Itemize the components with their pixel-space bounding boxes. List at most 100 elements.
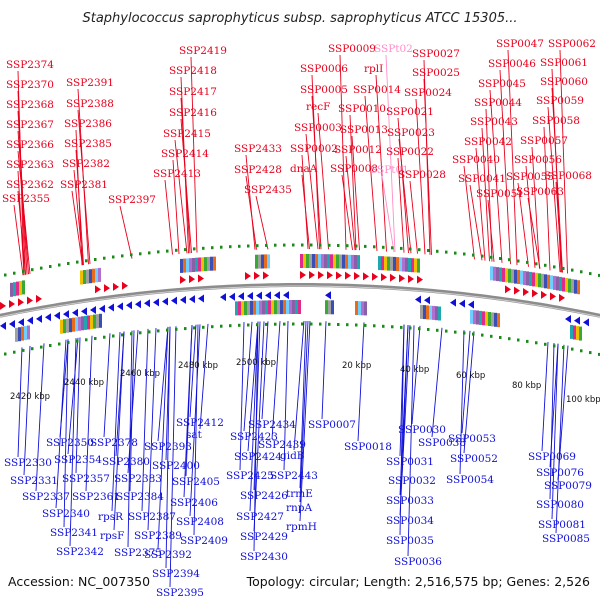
forward-band-segment (207, 256, 210, 271)
forward-band-segment (22, 280, 25, 295)
outer-tick (346, 244, 349, 248)
reverse-band-segment (27, 325, 30, 340)
outer-tick (184, 248, 187, 252)
forward-band-segment (318, 254, 321, 269)
reverse-band-segment (250, 300, 253, 315)
forward-gene-label: SSP2362 (6, 179, 54, 191)
outer-tick (328, 243, 331, 247)
reverse-gene-arrow (256, 291, 262, 300)
reverse-gene-arrow (9, 319, 15, 328)
reverse-gene-label: rpmH (286, 521, 317, 533)
forward-band-segment (490, 266, 493, 281)
reverse-gene-arrow (18, 318, 24, 327)
reverse-band-segment (423, 305, 426, 320)
reverse-gene-leader-line (103, 333, 111, 438)
inner-tick (175, 327, 178, 331)
forward-gene-leader-line (17, 190, 26, 275)
forward-band-segment (342, 254, 345, 269)
inner-tick (346, 323, 349, 327)
reverse-gene-leader-line (357, 322, 365, 442)
reverse-gene-leader-line (399, 325, 411, 516)
forward-gene-label: SSP0009 (328, 43, 376, 55)
reverse-gene-leader-line (541, 341, 549, 452)
outer-tick (13, 271, 16, 275)
inner-tick (508, 337, 511, 341)
inner-tick (130, 332, 133, 336)
reverse-gene-label: SSP2409 (180, 535, 228, 547)
forward-gene-arrow (198, 274, 204, 283)
forward-band-segment (556, 276, 559, 291)
reverse-band-segment (358, 301, 361, 316)
forward-gene-leader-line (527, 197, 541, 269)
scale-label: 2420 kbp (10, 392, 50, 402)
scale-label: 60 kbp (456, 371, 485, 381)
outer-tick (31, 268, 34, 272)
reverse-gene-leader-line (127, 329, 139, 474)
outer-tick (247, 244, 250, 248)
forward-band-segment (547, 274, 550, 289)
inner-tick (463, 331, 466, 335)
reverse-gene-label: SSP2426 (240, 490, 288, 502)
outer-tick (526, 260, 529, 264)
forward-band-segment (258, 254, 261, 269)
forward-band-segment (83, 270, 86, 284)
forward-gene-leader-line (71, 190, 83, 266)
reverse-gene-label: rpsF (100, 530, 124, 542)
reverse-band-segment (99, 313, 102, 328)
forward-gene-label: SSP2417 (169, 86, 217, 98)
reverse-gene-leader-line (283, 321, 289, 471)
inner-tick (121, 333, 124, 337)
reverse-gene-leader-line (189, 324, 197, 418)
reverse-gene-label: rnpA (286, 502, 313, 514)
forward-gene-label: SSP0058 (532, 115, 580, 127)
scale-label: 80 kbp (512, 381, 541, 391)
outer-tick (256, 244, 259, 248)
forward-gene-leader-line (77, 109, 91, 265)
reverse-band-segment (96, 314, 99, 329)
forward-gene-leader-line (75, 149, 84, 266)
reverse-band-segment (21, 326, 24, 341)
inner-tick (184, 327, 187, 331)
scale-label: 2500 kbp (236, 358, 276, 368)
reverse-band-segment (72, 317, 75, 332)
forward-gene-leader-line (375, 74, 387, 252)
reverse-gene-arrow (468, 300, 474, 309)
reverse-band-segment (63, 319, 66, 334)
inner-tick (301, 322, 304, 326)
forward-gene-label: SSP0057 (520, 135, 568, 147)
forward-gene-label: SSP2413 (153, 168, 201, 180)
forward-gene-label: SSP2391 (66, 77, 114, 89)
forward-gene-leader-line (73, 169, 84, 266)
inner-tick (589, 351, 592, 355)
reverse-gene-leader-line (199, 323, 209, 430)
outer-tick (139, 252, 142, 256)
reverse-band-segment (470, 309, 473, 324)
reverse-gene-label: SSP2389 (134, 530, 182, 542)
outer-tick (121, 254, 124, 258)
reverse-band-segment (235, 301, 238, 316)
inner-tick (229, 324, 232, 328)
forward-band-segment (532, 272, 535, 287)
inner-tick (328, 322, 331, 326)
reverse-gene-label: SSP2394 (152, 568, 200, 580)
outer-tick (445, 250, 448, 254)
forward-gene-arrow (0, 301, 6, 310)
reverse-gene-arrow (450, 298, 456, 307)
genome-backbone (0, 282, 600, 318)
inner-tick (481, 333, 484, 337)
reverse-gene-label: SSP2375 (114, 547, 162, 559)
reverse-gene-label: SSP0054 (446, 474, 494, 486)
forward-gene-arrow (523, 287, 529, 296)
reverse-gene-leader-line (75, 337, 81, 474)
reverse-band-segment (573, 325, 576, 340)
forward-band-segment (538, 273, 541, 288)
reverse-gene-label: trmE (286, 488, 313, 500)
forward-band-segment (345, 254, 348, 269)
forward-gene-label: SSP0002 (290, 143, 338, 155)
reverse-gene-label: SSP0079 (544, 480, 592, 492)
reverse-gene-leader-line (85, 335, 93, 492)
forward-band-segment (261, 254, 264, 269)
reverse-band-segment (579, 326, 582, 341)
reverse-gene-arrow (415, 295, 421, 304)
